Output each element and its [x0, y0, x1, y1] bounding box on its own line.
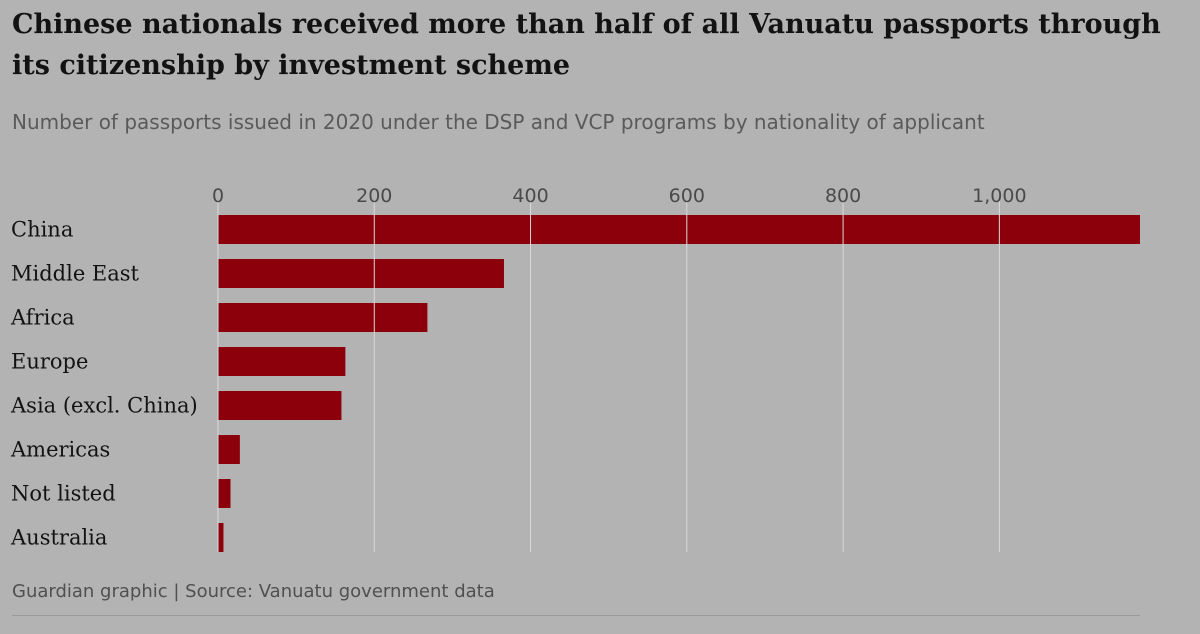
chart-subtitle: Number of passports issued in 2020 under…: [12, 110, 985, 134]
category-label: Europe: [11, 350, 88, 374]
category-label: Middle East: [11, 262, 140, 286]
bar: [218, 347, 346, 376]
category-label: Asia (excl. China): [10, 394, 198, 418]
x-tick-label: 800: [825, 185, 861, 207]
gridlines: [217, 200, 1000, 552]
bar: [218, 435, 240, 464]
category-label: Not listed: [11, 482, 116, 506]
bar: [218, 479, 231, 508]
bar: [218, 391, 342, 420]
category-label: China: [11, 218, 73, 242]
bar: [218, 523, 224, 552]
bars: [218, 215, 1140, 552]
category-label: Africa: [10, 306, 75, 330]
chart-title: Chinese nationals received more than hal…: [12, 9, 1161, 81]
category-label: Americas: [10, 438, 110, 462]
category-label: Australia: [10, 526, 107, 550]
x-tick-label: 600: [669, 185, 705, 207]
bar-chart: 0 200 400 600 800 1,000 China Middle East Africa…: [10, 185, 1140, 552]
footer-divider: [12, 615, 1140, 616]
bar: [218, 215, 1140, 244]
category-labels: China Middle East Africa Europe Asia (excl. …: [10, 218, 198, 550]
bar: [218, 259, 504, 288]
source-credit: Guardian graphic | Source: Vanuatu gover…: [12, 581, 495, 602]
x-tick-label: 400: [512, 185, 548, 207]
x-tick-label: 200: [356, 185, 392, 207]
x-axis-ticks: 0 200 400 600 800 1,000: [212, 185, 1027, 207]
bar: [218, 303, 428, 332]
x-tick-label: 0: [212, 185, 224, 207]
x-tick-label: 1,000: [972, 185, 1026, 207]
